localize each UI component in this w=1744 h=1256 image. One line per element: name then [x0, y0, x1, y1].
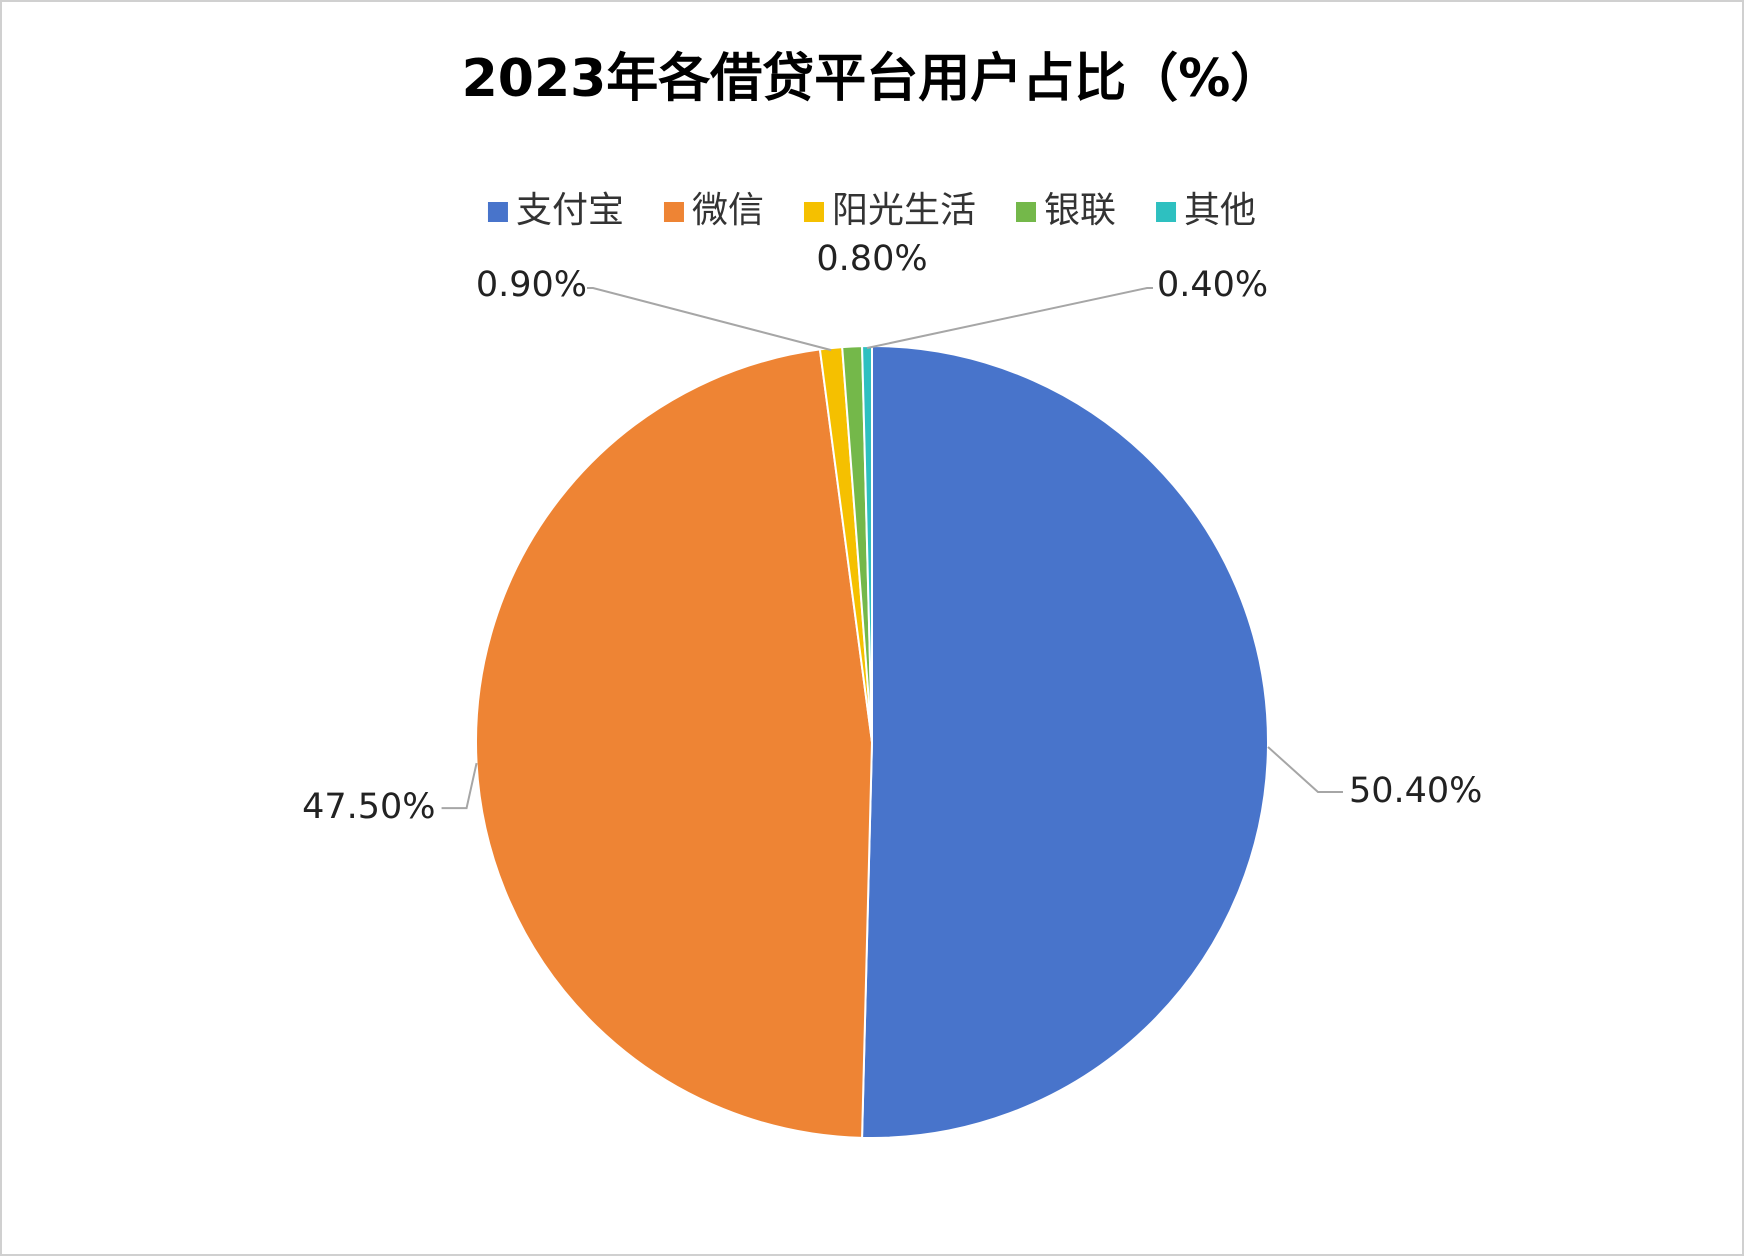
legend-swatch — [1016, 202, 1037, 222]
legend-label: 银联 — [1044, 190, 1116, 231]
legend-label: 微信 — [692, 190, 764, 231]
legend-swatch — [803, 202, 824, 222]
chart-title: 2023年各借贷平台用户占比（%） — [462, 49, 1283, 109]
legend-swatch — [663, 202, 684, 222]
leader-line — [866, 287, 1153, 350]
legend-swatch — [487, 202, 508, 222]
pie-slice — [475, 348, 874, 1139]
data-label: 0.40% — [1157, 265, 1268, 305]
data-label: 47.50% — [302, 787, 435, 827]
legend-swatch — [1156, 202, 1177, 222]
leader-line — [441, 762, 478, 810]
leader-line — [1267, 746, 1343, 793]
legend-label: 阳光生活 — [832, 190, 976, 231]
legend-label: 其他 — [1184, 190, 1256, 231]
data-label: 0.90% — [476, 265, 587, 305]
data-label: 0.80% — [816, 239, 927, 279]
leader-line — [587, 287, 832, 352]
legend-label: 支付宝 — [516, 190, 624, 231]
data-label: 50.40% — [1349, 771, 1482, 811]
